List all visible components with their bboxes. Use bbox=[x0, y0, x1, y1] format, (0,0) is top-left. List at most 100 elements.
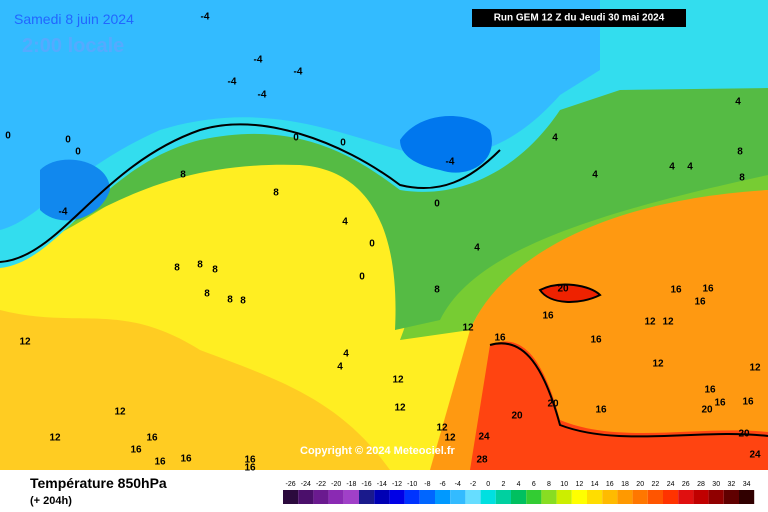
contour-label: 4 bbox=[337, 362, 343, 373]
contour-label: 12 bbox=[662, 317, 674, 328]
colorbar-label: 24 bbox=[667, 481, 675, 488]
contour-label: 0 bbox=[75, 147, 81, 158]
colorbar-swatch bbox=[571, 490, 587, 504]
colorbar-label: 28 bbox=[697, 481, 705, 488]
contour-label: 20 bbox=[547, 399, 559, 410]
contour-label: 4 bbox=[669, 162, 675, 173]
contour-label: 16 bbox=[702, 284, 714, 295]
contour-label: 20 bbox=[557, 284, 569, 295]
contour-label: 16 bbox=[494, 333, 506, 344]
contour-label: 16 bbox=[154, 457, 166, 468]
contour-label: 8 bbox=[434, 285, 440, 296]
colorbar-label: -12 bbox=[392, 481, 402, 488]
colorbar-swatch bbox=[602, 490, 618, 504]
colorbar-swatch bbox=[723, 490, 739, 504]
contour-label: 24 bbox=[478, 432, 490, 443]
contour-label: 16 bbox=[542, 311, 554, 322]
contour-label: 16 bbox=[694, 297, 706, 308]
colorbar-label: 20 bbox=[636, 481, 644, 488]
contour-label: -4 bbox=[294, 67, 303, 78]
contour-label: 8 bbox=[737, 147, 743, 158]
contour-label: 0 bbox=[293, 133, 299, 144]
colorbar-swatch bbox=[526, 490, 542, 504]
contour-label: 12 bbox=[644, 317, 656, 328]
colorbar-label: 10 bbox=[560, 481, 568, 488]
contour-label: 0 bbox=[65, 135, 71, 146]
contour-label: 16 bbox=[670, 285, 682, 296]
run-box bbox=[472, 9, 686, 27]
zone-hottest bbox=[538, 283, 602, 303]
contour-label: 12 bbox=[462, 323, 474, 334]
colorbar-swatch bbox=[678, 490, 694, 504]
contour-label: 0 bbox=[340, 138, 346, 149]
colorbar-label: 2 bbox=[501, 481, 505, 488]
footer-lead: (+ 204h) bbox=[30, 495, 72, 507]
colorbar-swatch bbox=[419, 490, 435, 504]
contour-label: 4 bbox=[592, 170, 598, 181]
colorbar-swatch bbox=[511, 490, 527, 504]
contour-label: 16 bbox=[595, 405, 607, 416]
colorbar-swatch bbox=[328, 490, 344, 504]
contour-label: 12 bbox=[392, 375, 404, 386]
colorbar-swatch bbox=[298, 490, 314, 504]
colorbar-swatch bbox=[587, 490, 603, 504]
contour-label: 4 bbox=[474, 243, 480, 254]
contour-label: 12 bbox=[444, 433, 456, 444]
contour-label: -4 bbox=[254, 55, 263, 66]
colorbar-swatch bbox=[389, 490, 405, 504]
contour-label: 8 bbox=[174, 263, 180, 274]
colorbar-swatch bbox=[693, 490, 709, 504]
isotherm-20 bbox=[489, 342, 768, 438]
contour-label: 20 bbox=[738, 429, 750, 440]
contour-label: 0 bbox=[359, 272, 365, 283]
colorbar-swatch bbox=[647, 490, 663, 504]
colorbar-label: -6 bbox=[439, 481, 445, 488]
contour-label: 16 bbox=[130, 445, 142, 456]
colorbar-label: 12 bbox=[576, 481, 584, 488]
contour-label: 12 bbox=[394, 403, 406, 414]
colorbar-swatch bbox=[617, 490, 633, 504]
colorbar-swatch bbox=[465, 490, 481, 504]
colorbar-swatch bbox=[663, 490, 679, 504]
date-label: Samedi 8 juin 2024 bbox=[14, 11, 134, 27]
contour-label: 4 bbox=[343, 349, 349, 360]
contour-label: 12 bbox=[749, 363, 761, 374]
zone-coldest bbox=[40, 159, 110, 221]
contour-label: 16 bbox=[180, 454, 192, 465]
zone-colder bbox=[0, 0, 600, 230]
colorbar-label: -18 bbox=[346, 481, 356, 488]
time-label: 2:00 locale bbox=[22, 35, 124, 57]
contour-label: 16 bbox=[742, 397, 754, 408]
colorbar-swatch bbox=[374, 490, 390, 504]
contour-label: 16 bbox=[714, 398, 726, 409]
contour-label: 12 bbox=[436, 423, 448, 434]
zone-hotter bbox=[470, 341, 768, 470]
contour-label: 12 bbox=[652, 359, 664, 370]
contour-label: 8 bbox=[227, 295, 233, 306]
colorbar: -26 -24 -22 -20 -18 -16 -14 -12 -10 -8 -6 -4 -2 0 2 4 6 8… bbox=[283, 481, 755, 504]
contour-label: -4 bbox=[228, 77, 237, 88]
contour-label: 8 bbox=[180, 170, 186, 181]
contour-label: 4 bbox=[735, 97, 741, 108]
colorbar-label: 0 bbox=[486, 481, 490, 488]
contour-label: 20 bbox=[511, 411, 523, 422]
contour-label: 12 bbox=[19, 337, 31, 348]
colorbar-label: 14 bbox=[591, 481, 599, 488]
colorbar-swatch bbox=[556, 490, 572, 504]
contour-label: 4 bbox=[342, 217, 348, 228]
colorbar-swatch bbox=[359, 490, 375, 504]
colorbar-swatch bbox=[313, 490, 329, 504]
contour-label: 8 bbox=[197, 260, 203, 271]
colorbar-swatch bbox=[450, 490, 466, 504]
colorbar-label: 8 bbox=[547, 481, 551, 488]
colorbar-swatch bbox=[343, 490, 359, 504]
colorbar-label: -26 bbox=[286, 481, 296, 488]
colorbar-swatch bbox=[283, 490, 299, 504]
colorbar-label: -14 bbox=[377, 481, 387, 488]
contour-label: 0 bbox=[5, 131, 11, 142]
contour-label: 16 bbox=[244, 463, 256, 474]
colorbar-swatch bbox=[404, 490, 420, 504]
colorbar-label: -4 bbox=[455, 481, 461, 488]
colorbar-swatch bbox=[708, 490, 724, 504]
